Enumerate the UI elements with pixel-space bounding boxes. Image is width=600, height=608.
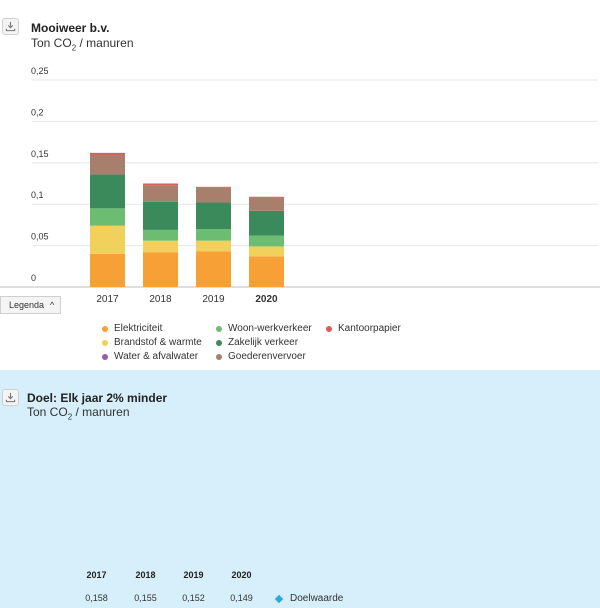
bar-segment xyxy=(143,252,178,287)
legend-item[interactable]: Woon-werkverkeer xyxy=(216,323,312,334)
download-button[interactable] xyxy=(2,18,19,35)
bar-segment xyxy=(90,225,125,254)
goal-category-label: 2020 xyxy=(231,570,252,580)
legend-toggle-button[interactable]: Legenda ^ xyxy=(0,296,62,314)
legend-label: Goederenvervoer xyxy=(228,351,306,362)
legend-dot-icon xyxy=(102,325,108,332)
bar-segment xyxy=(90,208,125,226)
x-tick-label: 2020 xyxy=(255,294,278,305)
goal-category-label: 2019 xyxy=(183,570,204,580)
bar-segment xyxy=(143,185,178,202)
diamond-icon xyxy=(274,594,284,603)
goal-category-label: 2018 xyxy=(135,570,156,580)
legend-item[interactable]: Goederenvervoer xyxy=(216,351,306,362)
bar-segment xyxy=(143,201,178,230)
goal-value-label: 0,149 xyxy=(230,593,253,603)
goal-download-button[interactable] xyxy=(2,389,19,406)
y-tick-label: 0,05 xyxy=(31,232,49,242)
bar-segment xyxy=(196,240,231,252)
x-tick-label: 2019 xyxy=(202,294,225,305)
legend-dot-icon xyxy=(216,353,222,360)
legend-dot-icon xyxy=(216,325,222,332)
bar-segment xyxy=(90,152,125,155)
bar-segment xyxy=(196,202,231,230)
bar-segment xyxy=(90,253,125,287)
goal-category-label: 2017 xyxy=(86,570,107,580)
bar-segment xyxy=(249,256,284,287)
legend-item[interactable]: Zakelijk verkeer xyxy=(216,337,298,348)
goal-subtitle: Ton CO2 / manuren xyxy=(27,405,130,422)
download-icon xyxy=(5,392,16,403)
bar-segment xyxy=(143,240,178,253)
goal-panel xyxy=(0,370,600,608)
bar-segment xyxy=(196,186,231,188)
legend-label: Kantoorpapier xyxy=(338,323,401,334)
bar-segment xyxy=(143,229,178,241)
bar-segment xyxy=(143,183,178,186)
bar-segment xyxy=(249,210,284,236)
goal-legend-item[interactable]: Doelwaarde xyxy=(274,593,344,604)
chart-title: Mooiweer b.v. xyxy=(31,21,110,35)
bar-segment xyxy=(196,229,231,241)
chevron-up-icon: ^ xyxy=(50,299,55,310)
y-tick-label: 0,15 xyxy=(31,149,49,159)
x-tick-label: 2018 xyxy=(149,294,172,305)
legend-dot-icon xyxy=(102,339,108,346)
legend-item[interactable]: Brandstof & warmte xyxy=(102,337,202,348)
bar-segment xyxy=(90,154,125,175)
bar-segment xyxy=(90,174,125,209)
y-tick-label: 0 xyxy=(31,273,36,283)
bar-segment xyxy=(196,187,231,203)
legend-label: Brandstof & warmte xyxy=(114,337,202,348)
y-tick-label: 0,25 xyxy=(31,66,49,76)
legend-label: Woon-werkverkeer xyxy=(228,323,312,334)
bar-segment xyxy=(249,197,284,211)
y-tick-label: 0,2 xyxy=(31,107,44,117)
legend-dot-icon xyxy=(216,339,222,346)
bar-segment xyxy=(249,246,284,257)
goal-value-label: 0,158 xyxy=(85,593,108,603)
legend-item[interactable]: Water & afvalwater xyxy=(102,351,198,362)
legend-item[interactable]: Elektriciteit xyxy=(102,323,162,334)
legend-label: Water & afvalwater xyxy=(114,351,199,362)
x-tick-label: 2017 xyxy=(96,294,119,305)
legend-item[interactable]: Kantoorpapier xyxy=(326,323,401,334)
bar-segment xyxy=(196,251,231,287)
goal-value-label: 0,155 xyxy=(134,593,157,603)
legend-dot-icon xyxy=(102,353,108,360)
chart-subtitle: Ton CO2 / manuren xyxy=(31,36,134,53)
legend-label: Zakelijk verkeer xyxy=(228,337,299,348)
goal-legend-label: Doelwaarde xyxy=(290,593,344,604)
bar-segment xyxy=(249,235,284,247)
legend-label: Elektriciteit xyxy=(114,323,163,334)
goal-title: Doel: Elk jaar 2% minder xyxy=(27,391,168,405)
legend-toggle-label: Legenda xyxy=(9,300,45,310)
y-tick-label: 0,1 xyxy=(31,190,44,200)
legend-dot-icon xyxy=(326,325,332,332)
download-icon xyxy=(5,21,16,32)
goal-value-label: 0,152 xyxy=(182,593,205,603)
bar-segment xyxy=(249,196,284,198)
